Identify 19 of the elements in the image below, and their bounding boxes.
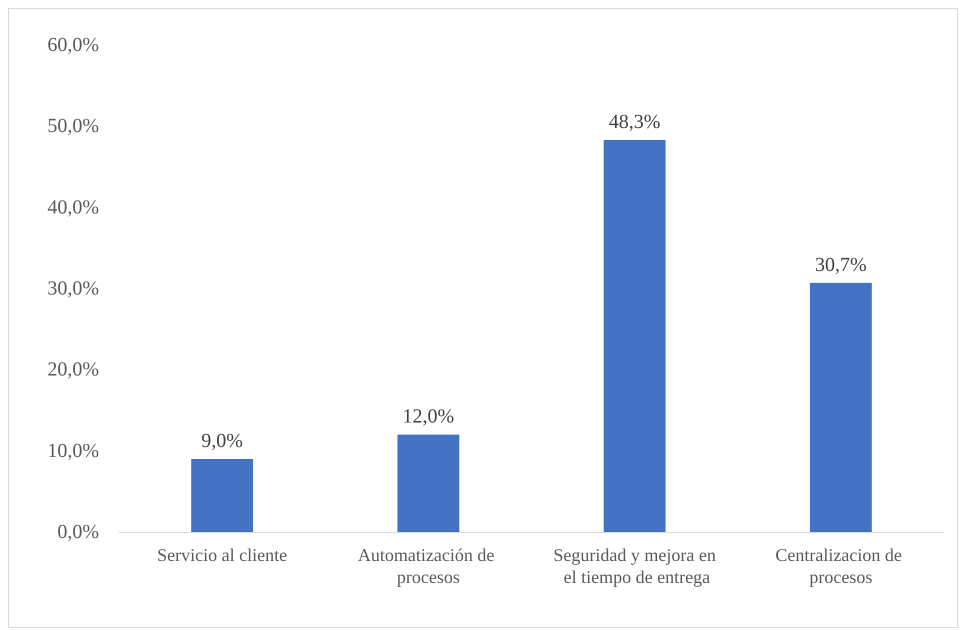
x-tick-label: Automatización de procesos (358, 545, 499, 587)
bar (397, 434, 460, 532)
data-label: 30,7% (815, 254, 867, 276)
bar (191, 458, 254, 532)
bar (810, 282, 872, 532)
bar (604, 140, 666, 532)
x-tick-label: Centralizacion de procesos (775, 545, 906, 587)
y-tick-label: 0,0% (57, 521, 99, 543)
data-label: 9,0% (201, 430, 243, 452)
y-tick-label: 60,0% (47, 34, 99, 56)
x-tick-label: Servicio al cliente (157, 545, 288, 565)
y-tick-label: 20,0% (47, 358, 99, 381)
y-tick-label: 10,0% (47, 440, 99, 462)
data-label: 48,3% (608, 110, 660, 133)
y-tick-label: 30,0% (47, 278, 99, 300)
y-tick-label: 40,0% (47, 196, 99, 218)
x-tick-label: Seguridad y mejora en el tiempo de entrega (553, 545, 716, 587)
data-label: 12,0% (402, 406, 454, 428)
y-tick-label: 50,0% (47, 115, 99, 138)
